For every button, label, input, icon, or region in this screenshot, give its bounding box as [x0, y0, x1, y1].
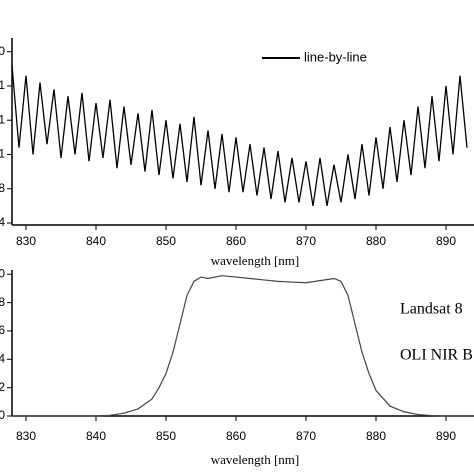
- data-line: [11, 65, 468, 206]
- x-tick-label: 870: [296, 429, 316, 443]
- x-axis-label: wavelength [nm]: [211, 253, 299, 268]
- x-tick-label: 840: [86, 234, 106, 248]
- x-tick-label: 850: [156, 234, 176, 248]
- x-tick-label: 850: [156, 429, 176, 443]
- y-tick-label: 1: [0, 78, 5, 92]
- y-tick-label: 0: [0, 44, 5, 58]
- x-tick-label: 860: [226, 234, 246, 248]
- x-tick-label: 890: [436, 234, 456, 248]
- annotation: Landsat 8: [400, 301, 463, 318]
- x-axis-label: wavelength [nm]: [211, 452, 299, 467]
- data-line: [12, 275, 474, 417]
- x-tick-label: 870: [296, 234, 316, 248]
- annotation: OLI NIR B: [400, 347, 473, 364]
- y-tick-label: 1: [0, 112, 5, 126]
- x-tick-label: 880: [366, 234, 386, 248]
- y-tick-label: 4: [0, 215, 5, 229]
- y-tick-label: 0: [0, 408, 5, 422]
- x-tick-label: 860: [226, 429, 246, 443]
- y-tick-label: 1: [0, 147, 5, 161]
- x-tick-label: 830: [16, 234, 36, 248]
- y-tick-label: 6: [0, 323, 5, 337]
- y-tick-label: 4: [0, 351, 5, 365]
- x-tick-label: 890: [436, 429, 456, 443]
- x-tick-label: 830: [16, 429, 36, 443]
- y-tick-label: 8: [0, 181, 5, 195]
- legend-label: line-by-line: [304, 49, 367, 64]
- y-tick-label: 8: [0, 295, 5, 309]
- y-tick-label: 2: [0, 380, 5, 394]
- x-tick-label: 840: [86, 429, 106, 443]
- x-tick-label: 880: [366, 429, 386, 443]
- y-tick-label: 0: [0, 266, 5, 280]
